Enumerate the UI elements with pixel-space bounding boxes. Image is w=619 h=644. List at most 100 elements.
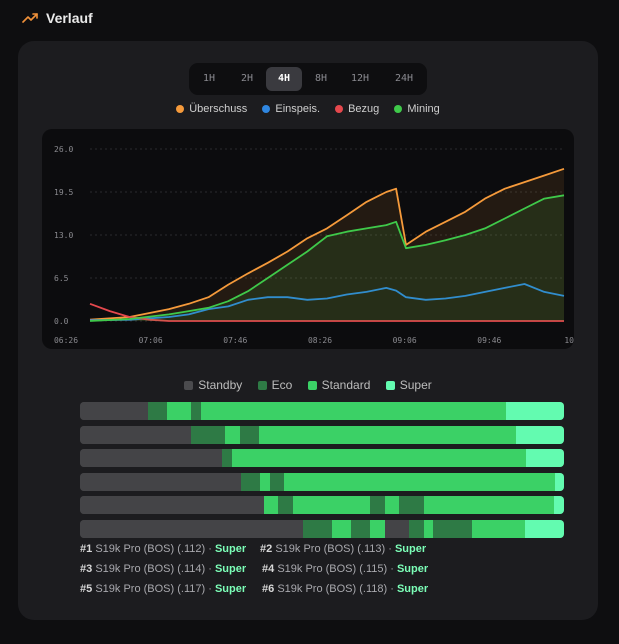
timeline-segment-eco <box>399 496 425 514</box>
timeline-segment-standby <box>80 496 265 514</box>
mode-swatch <box>184 380 194 390</box>
timeline-segment-eco <box>191 425 207 444</box>
x-tick-label: 08:26 <box>308 336 332 345</box>
miner-timeline-bar <box>80 425 564 444</box>
miner-mode: Super <box>396 563 429 575</box>
miner-entry-2: #2 S19k Pro (BOS) (.113) · Super <box>260 543 426 555</box>
miner-entry-6: #6 S19k Pro (BOS) (.118) · Super <box>262 583 428 595</box>
miner-mode: Super <box>394 543 427 555</box>
history-card: 1H 2H 4H 8H 12H 24H Überschuss Einspeis.… <box>18 41 598 620</box>
tab-24h[interactable]: 24H <box>394 73 414 84</box>
x-tick-label: 07:06 <box>139 336 163 345</box>
mode-legend-super: Super <box>385 378 432 392</box>
timeline-segment-standard <box>292 496 372 514</box>
miner-name: S19k Pro (BOS) (.114) <box>95 563 206 575</box>
timeline-segment-eco <box>239 425 261 444</box>
timeline-segment-eco <box>205 425 227 444</box>
legend-dot <box>335 105 344 113</box>
timeline-segment-eco <box>370 496 386 514</box>
separator: · <box>385 543 395 555</box>
timeline-segment-eco <box>241 472 262 491</box>
miner-number: #2 <box>260 543 273 555</box>
timeline-segment-super <box>525 519 564 538</box>
miner-timeline-bar <box>80 449 564 467</box>
timeline-segment-standard <box>225 425 241 444</box>
miner-mode: Super <box>396 583 429 595</box>
timeline-segment-standby <box>80 449 224 467</box>
mode-label: Standard <box>321 378 371 392</box>
legend-item-bezug[interactable]: Bezug <box>335 103 379 115</box>
mode-legend: Standby Eco Standard Super <box>18 378 598 393</box>
y-tick-label: 6.5 <box>54 274 69 283</box>
timeline-segment-standby <box>384 519 411 538</box>
series-line <box>89 302 564 322</box>
miner-timeline-bar <box>80 519 564 538</box>
timeline-segment-eco <box>191 402 202 420</box>
tab-12h[interactable]: 12H <box>350 73 370 84</box>
miner-timeline-bar <box>80 472 564 491</box>
timeline-segment-standard <box>331 519 352 538</box>
miner-mode: Super <box>214 543 247 555</box>
separator: · <box>387 563 397 575</box>
miner-number: #1 <box>80 543 93 555</box>
mode-legend-standby: Standby <box>184 378 242 392</box>
series-line <box>89 167 565 321</box>
series-area <box>90 195 564 321</box>
miner-timeline-bar <box>80 496 564 514</box>
tab-1h[interactable]: 1H <box>202 73 216 84</box>
miner-name: S19k Pro (BOS) (.117) <box>95 583 206 595</box>
x-tick-label: 09:46 <box>477 336 501 345</box>
legend-item-mining[interactable]: Mining <box>394 103 440 115</box>
y-tick-label: 26.0 <box>54 145 73 154</box>
mode-label: Eco <box>271 378 293 392</box>
timeline-segment-standard <box>259 425 517 444</box>
section-header: Verlauf <box>22 10 93 26</box>
mode-legend-eco: Eco <box>257 378 293 392</box>
timeline-segment-standby <box>80 425 193 444</box>
miner-name: S19k Pro (BOS) (.113) <box>275 543 386 555</box>
mode-label: Standby <box>198 378 243 392</box>
miner-mode: Super <box>214 563 247 575</box>
miner-number: #4 <box>262 563 275 575</box>
legend-item-einspeis[interactable]: Einspeis. <box>262 103 320 115</box>
section-title: Verlauf <box>46 10 93 26</box>
separator: · <box>205 543 215 555</box>
timeline-segment-eco <box>278 496 294 514</box>
timeline-segment-standard <box>384 496 401 514</box>
miner-number: #3 <box>80 563 93 575</box>
miner-name: S19k Pro (BOS) (.115) <box>277 563 388 575</box>
timeline-segment-eco <box>302 519 314 538</box>
miner-name: S19k Pro (BOS) (.118) <box>277 583 388 595</box>
timeline-segment-standard <box>260 472 271 491</box>
timeline-segment-standby <box>80 472 243 491</box>
x-tick-label: 06:26 <box>54 336 78 345</box>
tab-8h[interactable]: 8H <box>314 73 328 84</box>
mode-legend-standard: Standard <box>307 378 371 392</box>
x-tick-label: 09:06 <box>393 336 417 345</box>
timeline-segment-standard <box>423 496 556 514</box>
time-range-tabs: 1H 2H 4H 8H 12H 24H <box>189 63 427 95</box>
mode-swatch <box>257 380 267 390</box>
series-line <box>89 194 565 322</box>
legend-label: Einspeis. <box>275 103 321 115</box>
x-tick-label: 07:46 <box>223 336 247 345</box>
miner-entry-3: #3 S19k Pro (BOS) (.114) · Super <box>80 563 246 575</box>
timeline-segment-standard <box>423 519 435 538</box>
miner-entry-4: #4 S19k Pro (BOS) (.115) · Super <box>262 563 428 575</box>
timeline-segment-super <box>505 402 564 420</box>
tab-2h[interactable]: 2H <box>240 73 254 84</box>
y-tick-label: 19.5 <box>54 188 73 197</box>
miner-name: S19k Pro (BOS) (.112) <box>95 543 206 555</box>
legend-item-ueberschuss[interactable]: Überschuss <box>176 103 247 115</box>
timeline-segment-eco <box>409 519 425 538</box>
y-tick-label: 13.0 <box>54 231 73 240</box>
timeline-segment-super <box>526 449 564 467</box>
separator: · <box>387 583 397 595</box>
timeline-segment-standard <box>250 449 527 467</box>
timeline-segment-eco <box>269 472 285 491</box>
x-tick-label: 10:2 <box>564 336 574 345</box>
timeline-segment-standard <box>201 402 507 420</box>
timeline-segment-eco <box>312 519 333 538</box>
timeline-segment-eco <box>351 519 372 538</box>
tab-4h[interactable]: 4H <box>266 67 302 91</box>
